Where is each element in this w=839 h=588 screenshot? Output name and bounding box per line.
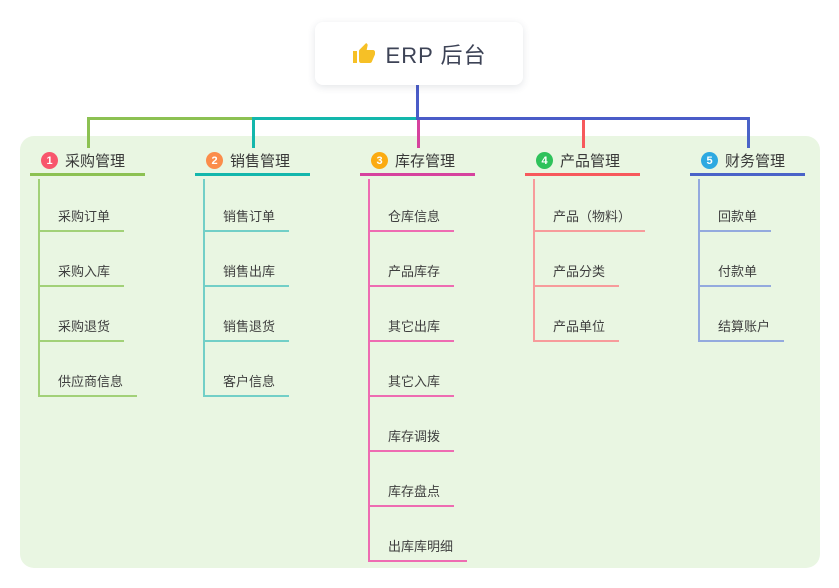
child-node[interactable]: 产品分类 [533,259,620,287]
branch5-connector-stub [747,117,750,148]
branch-number-badge: 1 [41,152,58,169]
branch-number-badge: 2 [206,152,223,169]
child-node[interactable]: 客户信息 [203,369,290,397]
branch-number-badge: 4 [536,152,553,169]
branch-title: 采购管理 [65,153,126,170]
branch-node-product[interactable]: 4 产品管理 [525,148,640,176]
branch-title: 财务管理 [725,153,786,170]
child-node[interactable]: 库存盘点 [368,479,455,507]
branch2-connector-stub [252,117,255,148]
branch-node-purchase[interactable]: 1 采购管理 [30,148,145,176]
child-node[interactable]: 库存调拨 [368,424,455,452]
branch-number-badge: 3 [371,152,388,169]
branch-node-sales[interactable]: 2 销售管理 [195,148,310,176]
child-node[interactable]: 产品单位 [533,314,620,342]
root-label: ERP 后台 [385,42,487,68]
branch2-tree-line [203,179,205,397]
connector-bus-blue [416,117,749,120]
child-node[interactable]: 采购订单 [38,204,125,232]
child-node[interactable]: 采购入库 [38,259,125,287]
child-node[interactable]: 采购退货 [38,314,125,342]
branch-title: 产品管理 [560,153,621,170]
child-node[interactable]: 供应商信息 [38,369,138,397]
child-node[interactable]: 产品（物料） [533,204,646,232]
branch-title: 销售管理 [230,153,291,170]
root-node[interactable]: ERP 后台 [315,22,523,85]
branch1-tree-line [38,179,40,397]
branch-title: 库存管理 [395,153,456,170]
branch-number-badge: 5 [701,152,718,169]
branch3-tree-line [368,179,370,562]
child-node[interactable]: 回款单 [698,204,772,232]
branch1-connector-stub [87,117,90,148]
child-node[interactable]: 其它出库 [368,314,455,342]
connector-bus-teal [252,117,418,120]
child-node[interactable]: 销售出库 [203,259,290,287]
child-node[interactable]: 付款单 [698,259,772,287]
child-node[interactable]: 结算账户 [698,314,785,342]
branch4-connector-stub [582,117,585,148]
root-connector-stem [416,84,419,120]
branch5-tree-line [698,179,700,342]
branches-panel [20,136,820,568]
branch3-connector-stub [417,117,420,148]
child-node[interactable]: 销售退货 [203,314,290,342]
connector-bus-green [87,117,254,120]
branch-node-inventory[interactable]: 3 库存管理 [360,148,475,176]
branch-node-finance[interactable]: 5 财务管理 [690,148,805,176]
child-node[interactable]: 产品库存 [368,259,455,287]
child-node[interactable]: 仓库信息 [368,204,455,232]
thumbs-up-icon [352,42,376,66]
child-node[interactable]: 其它入库 [368,369,455,397]
child-node[interactable]: 销售订单 [203,204,290,232]
child-node[interactable]: 出库库明细 [368,534,468,562]
branch4-tree-line [533,179,535,342]
